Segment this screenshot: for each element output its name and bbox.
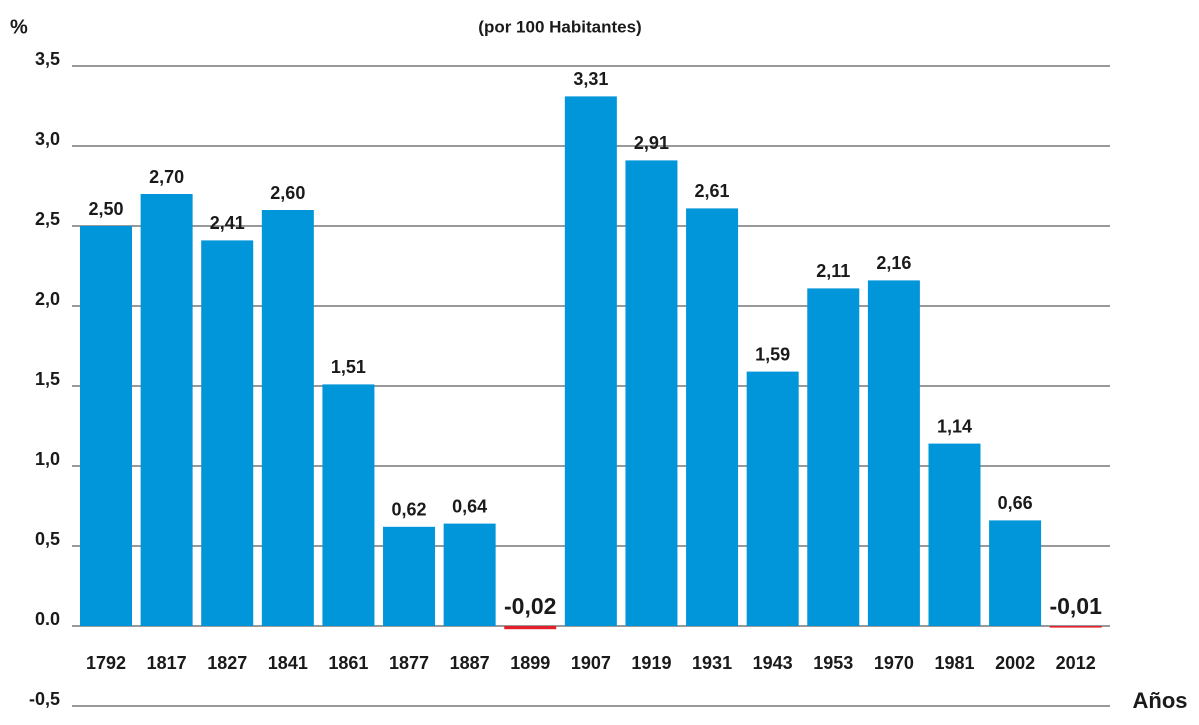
x-tick-label: 1887 [450, 653, 490, 673]
value-label: 2,11 [816, 261, 850, 281]
x-tick-label: 1861 [328, 653, 368, 673]
y-tick-label: 0.0 [35, 609, 60, 629]
value-label: 1,51 [331, 357, 366, 377]
bar [383, 526, 436, 626]
value-label: 1,14 [937, 416, 972, 436]
y-tick-label: 3,5 [35, 49, 60, 69]
value-label: 2,60 [270, 183, 305, 203]
value-label: -0,02 [504, 593, 556, 619]
y-tick-label: 2,5 [35, 209, 60, 229]
x-axis-label: Años [1133, 688, 1188, 713]
x-tick-label: 1792 [86, 653, 126, 673]
value-label: -0,01 [1049, 593, 1102, 619]
x-tick-label: 2012 [1056, 653, 1096, 673]
bar [443, 523, 496, 626]
value-label: 2,41 [210, 213, 245, 233]
x-tick-label: 1877 [389, 653, 429, 673]
value-label: 2,61 [695, 181, 730, 201]
x-tick-label: 1970 [874, 653, 914, 673]
x-tick-label: 1827 [207, 653, 247, 673]
y-tick-label: 0,5 [35, 529, 60, 549]
x-tick-label: 1899 [510, 653, 550, 673]
y-tick-label: 2,0 [35, 289, 60, 309]
x-tick-label: 1817 [147, 653, 187, 673]
x-tick-label: 1841 [268, 653, 308, 673]
y-tick-label: 1,0 [35, 449, 60, 469]
bar [140, 194, 193, 626]
x-tick-label: 1943 [753, 653, 793, 673]
bar [261, 210, 314, 626]
value-label: 2,91 [634, 133, 669, 153]
x-tick-label: 1919 [631, 653, 671, 673]
bar [746, 371, 799, 626]
value-label: 0,64 [452, 496, 487, 516]
bar [322, 384, 375, 626]
x-tick-label: 1931 [692, 653, 732, 673]
bar [625, 160, 678, 626]
bar [807, 288, 860, 626]
bar [686, 208, 739, 626]
value-label: 3,31 [573, 69, 608, 89]
bar [80, 226, 133, 626]
x-tick-label: 1907 [571, 653, 611, 673]
value-label: 2,70 [149, 167, 184, 187]
x-tick-label: 1953 [813, 653, 853, 673]
value-label: 0,66 [998, 493, 1033, 513]
bar [1049, 626, 1102, 628]
bar [564, 96, 617, 626]
value-label: 0,62 [392, 500, 427, 520]
bar [867, 280, 920, 626]
x-tick-label: 2002 [995, 653, 1035, 673]
value-label: 2,16 [876, 253, 911, 273]
y-tick-label: -0,5 [29, 689, 60, 709]
bar [504, 626, 557, 630]
y-tick-label: 3,0 [35, 129, 60, 149]
y-tick-label: 1,5 [35, 369, 60, 389]
bar [201, 240, 254, 626]
value-label: 2,50 [88, 199, 123, 219]
bar [928, 443, 981, 626]
value-label: 1,59 [755, 344, 790, 364]
x-tick-label: 1981 [934, 653, 974, 673]
y-axis-label: % [10, 16, 28, 38]
chart-subtitle: (por 100 Habitantes) [478, 17, 641, 36]
bar [989, 520, 1042, 626]
